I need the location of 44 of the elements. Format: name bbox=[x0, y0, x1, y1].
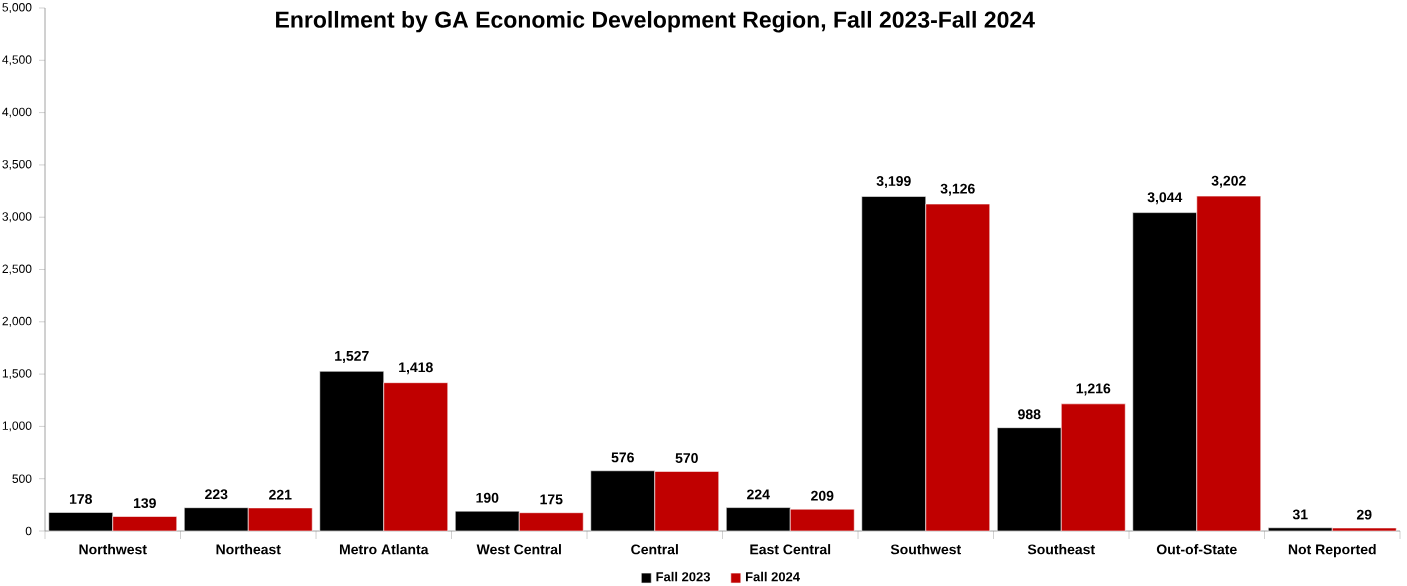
data-label: 178 bbox=[69, 494, 92, 504]
data-label: 190 bbox=[476, 492, 499, 503]
data-label: 3,126 bbox=[940, 183, 975, 196]
y-tick-label: 3,000 bbox=[2, 212, 32, 223]
data-label: 1,527 bbox=[335, 350, 369, 363]
x-tick-label: West Central bbox=[476, 544, 561, 555]
y-tick-label: 0 bbox=[25, 526, 32, 536]
data-label: 29 bbox=[1356, 509, 1372, 520]
data-label: 175 bbox=[540, 494, 563, 505]
data-label: 139 bbox=[133, 498, 156, 509]
x-tick-label: Out-of-State bbox=[1156, 544, 1237, 555]
data-label: 1,216 bbox=[1076, 383, 1111, 396]
y-tick-label: 5,000 bbox=[2, 3, 32, 13]
data-label: 3,044 bbox=[1147, 192, 1183, 205]
y-tick-label: 4,500 bbox=[2, 55, 32, 66]
x-tick-label: Northwest bbox=[79, 544, 147, 555]
y-tick-label: 1,000 bbox=[2, 421, 32, 432]
data-label: 31 bbox=[1292, 509, 1308, 520]
y-tick-label: 1,500 bbox=[2, 369, 32, 380]
data-label: 224 bbox=[747, 489, 770, 500]
legend-label: Fall 2024 bbox=[745, 571, 800, 582]
x-tick-label: Central bbox=[631, 544, 678, 555]
y-tick-label: 2,000 bbox=[2, 316, 32, 327]
x-tick-label: East Central bbox=[750, 544, 831, 555]
x-tick-label: Southeast bbox=[1027, 544, 1095, 555]
chart-title: Enrollment by GA Economic Development Region, Fall 2023-Fall 2024 bbox=[276, 10, 1035, 33]
data-label: 209 bbox=[811, 490, 834, 501]
data-label: 3,199 bbox=[876, 176, 911, 188]
data-label: 1,418 bbox=[399, 362, 433, 375]
x-tick-label: Not Reported bbox=[1288, 544, 1376, 558]
y-tick-label: 500 bbox=[12, 474, 32, 483]
x-tick-label: Southwest bbox=[890, 544, 961, 555]
data-label: 570 bbox=[675, 453, 698, 463]
legend-label: Fall 2023 bbox=[656, 571, 711, 582]
data-label: 223 bbox=[205, 489, 228, 500]
data-label: 988 bbox=[1018, 409, 1041, 420]
x-tick-label: Northeast bbox=[216, 544, 281, 555]
y-tick-label: 3,500 bbox=[2, 159, 32, 170]
data-label: 221 bbox=[269, 489, 292, 500]
y-tick-label: 4,000 bbox=[2, 107, 32, 118]
data-label: 576 bbox=[611, 452, 634, 463]
data-label: 3,202 bbox=[1211, 175, 1246, 188]
x-tick-label: Metro Atlanta bbox=[339, 544, 429, 555]
y-tick-label: 2,500 bbox=[2, 264, 32, 275]
